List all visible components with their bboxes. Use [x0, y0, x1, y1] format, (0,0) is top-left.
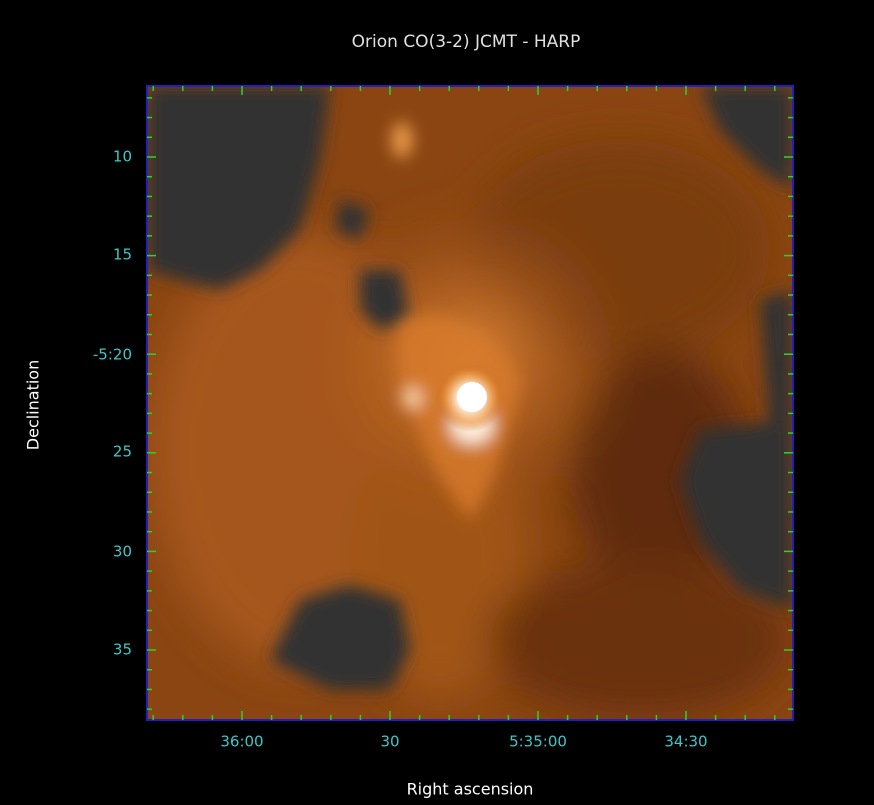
x-tick-label: 36:00 [220, 733, 263, 751]
y-tick-label: 15 [113, 246, 132, 264]
y-tick-label: -5:20 [93, 346, 132, 364]
y-tick-label: 30 [113, 543, 132, 561]
y-axis-label: Declination [24, 360, 43, 450]
y-tick-label: 10 [113, 148, 132, 166]
x-axis-label: Right ascension [407, 780, 534, 799]
x-tick-label: 5:35:00 [509, 733, 567, 751]
x-tick-label: 34:30 [664, 733, 707, 751]
page: {"title": "Orion CO(3-2) JCMT - HARP", "… [0, 0, 874, 805]
sky-image [147, 86, 793, 720]
chart: Orion CO(3-2) JCMT - HARP 36:00 30 5:35:… [0, 0, 874, 805]
y-tick-label: 25 [113, 443, 132, 461]
x-tick-label: 30 [380, 733, 399, 751]
y-tick-label: 35 [113, 641, 132, 659]
chart-title: Orion CO(3-2) JCMT - HARP [352, 32, 581, 52]
